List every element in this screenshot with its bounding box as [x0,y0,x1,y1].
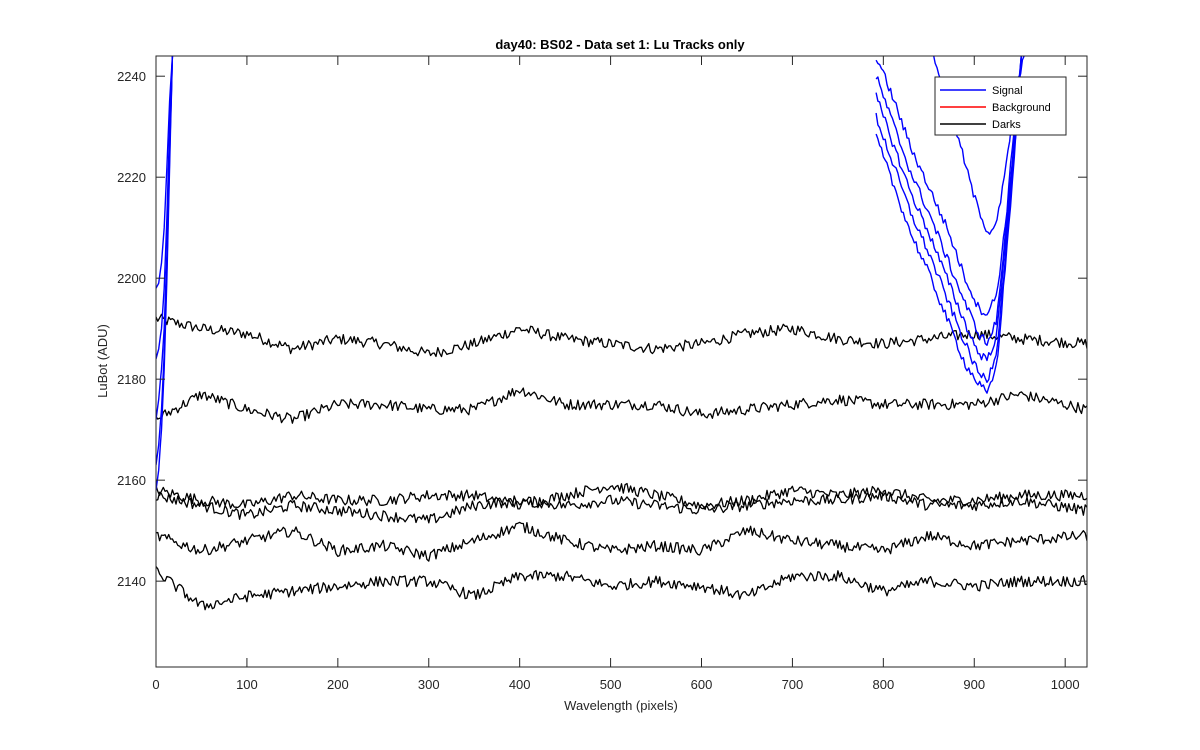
dark-series-line-4 [156,521,1087,562]
x-tick-label: 800 [872,677,894,692]
x-tick-label: 200 [327,677,349,692]
legend: Signal Background Darks [934,76,1067,136]
y-axis: 2140 2160 2180 2200 2220 2240 [117,69,1087,589]
dark-series-line-0 [156,313,1087,358]
x-tick-label: 500 [600,677,622,692]
x-axis-label: Wavelength (pixels) [564,698,678,713]
legend-box [934,76,1067,136]
dark-series-line-2 [156,482,1087,511]
x-tick-label: 100 [236,677,258,692]
y-tick-label: 2160 [117,473,146,488]
plot-series [156,56,1087,611]
y-tick-label: 2220 [117,170,146,185]
dark-series-line-5 [156,566,1087,611]
legend-label-darks: Darks [992,119,1021,131]
y-axis-label: LuBot (ADU) [95,324,110,398]
x-axis: 0 100 200 300 400 500 600 700 800 900 1000 [152,56,1080,692]
legend-label-signal: Signal [992,85,1023,97]
x-tick-label: 300 [418,677,440,692]
signal-series-line-12 [875,56,1023,316]
dark-series-line-1 [156,387,1087,424]
y-tick-label: 2140 [117,574,146,589]
x-tick-label: 1000 [1051,677,1080,692]
x-tick-label: 400 [509,677,531,692]
signal-series-line-16 [875,59,1023,394]
signal-series-line-15 [875,56,1022,383]
x-tick-label: 0 [152,677,159,692]
y-tick-label: 2200 [117,271,146,286]
x-tick-label: 700 [782,677,804,692]
chart-title: day40: BS02 - Data set 1: Lu Tracks only [495,37,745,52]
x-tick-label: 900 [963,677,985,692]
signal-series-line-6 [156,56,174,289]
plot-frame [155,55,1088,668]
signal-series-line-10 [156,56,174,491]
signal-series-line-13 [875,56,1022,346]
dark-series-line-3 [156,489,1087,524]
y-tick-label: 2240 [117,69,146,84]
signal-series-line-14 [875,56,1023,362]
x-tick-label: 600 [691,677,713,692]
legend-label-background: Background [992,102,1051,114]
y-tick-label: 2180 [117,372,146,387]
